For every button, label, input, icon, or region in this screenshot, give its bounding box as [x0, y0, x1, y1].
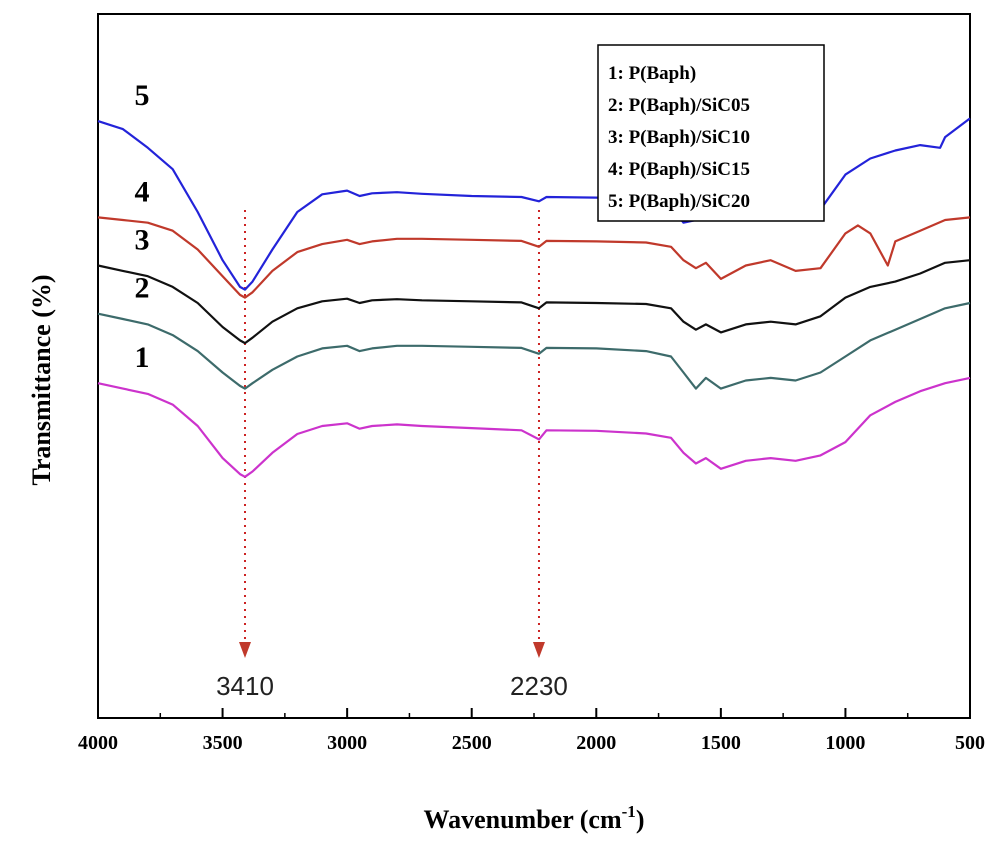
x-tick-label: 1000	[825, 732, 865, 754]
band-markers: 3410 2230	[216, 210, 568, 701]
plot-area-frame	[97, 13, 971, 719]
series-line-5	[97, 117, 971, 291]
legend-entry-5: 5: P(Baph)/SiC20	[608, 191, 750, 212]
band-marker-arrow	[532, 642, 545, 658]
x-axis-title-close: )	[636, 805, 645, 834]
y-axis-title: Transmittance (%)	[27, 274, 56, 485]
band-marker-arrow	[238, 642, 251, 658]
legend-entry-2: 2: P(Baph)/SiC05	[608, 95, 750, 116]
x-tick-label: 3000	[327, 732, 367, 754]
series-line-3	[97, 259, 971, 345]
x-tick-label: 2000	[576, 732, 616, 754]
series-line-2	[97, 301, 971, 390]
curve-label-1: 1	[135, 341, 150, 374]
legend-entry-1: 1: P(Baph)	[608, 63, 696, 84]
spectra-series	[97, 117, 971, 478]
legend-entry-3: 3: P(Baph)/SiC10	[608, 127, 750, 148]
series-line-1	[97, 376, 971, 478]
x-tick-label: 1500	[701, 732, 741, 754]
curve-label-3: 3	[135, 224, 150, 257]
x-tick-label: 2500	[452, 732, 492, 754]
legend-entry-4: 4: P(Baph)/SiC15	[608, 159, 750, 180]
x-tick-label: 3500	[203, 732, 243, 754]
band-marker-label: 3410	[216, 671, 274, 701]
curve-label-2: 2	[135, 272, 150, 305]
x-axis-ticks: 4000 3500 3000 2500 2000 1500 1000 500	[78, 708, 985, 754]
curve-labels: 1 2 3 4 5	[135, 79, 150, 374]
curve-label-5: 5	[135, 79, 150, 112]
x-tick-label: 500	[955, 732, 985, 754]
band-marker-label: 2230	[510, 671, 568, 701]
x-axis-title-main: Wavenumber (cm	[424, 805, 622, 834]
legend: 1: P(Baph) 2: P(Baph)/SiC05 3: P(Baph)/S…	[597, 44, 825, 222]
series-line-4	[97, 216, 971, 299]
x-axis-title-superscript: -1	[622, 802, 636, 821]
x-axis-title: Wavenumber (cm-1)	[424, 802, 645, 834]
x-tick-label: 4000	[78, 732, 118, 754]
legend-box	[597, 44, 825, 222]
curve-label-4: 4	[135, 175, 150, 208]
